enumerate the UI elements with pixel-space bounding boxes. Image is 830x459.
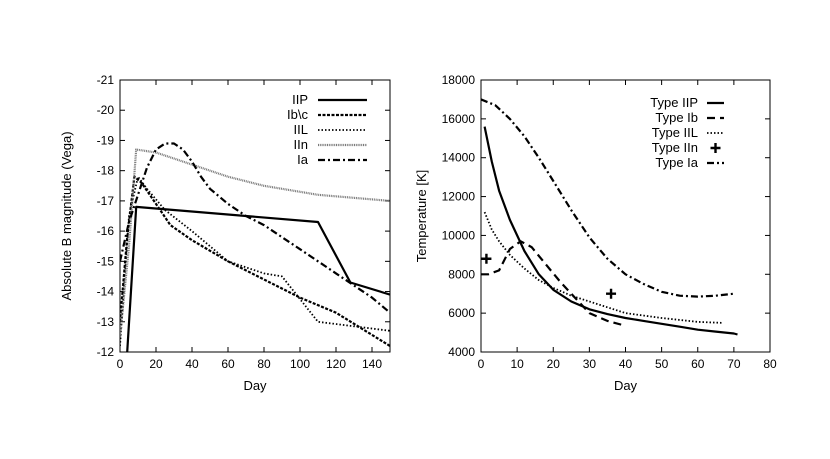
temp-point-type-iin bbox=[481, 253, 492, 264]
mag-y-tick-label: -19 bbox=[97, 133, 115, 147]
mag-line-iip bbox=[126, 205, 390, 352]
mag-x-tick-label: 140 bbox=[362, 357, 382, 371]
temp-y-tick-label: 8000 bbox=[448, 267, 475, 281]
mag-x-axis-label: Day bbox=[243, 378, 267, 393]
mag-x-tick-label: 80 bbox=[257, 357, 271, 371]
temp-legend-label-type-iil: Type IIL bbox=[652, 125, 698, 140]
mag-y-tick-label: -12 bbox=[97, 345, 115, 359]
magnitude-chart: 0 20 40 60 80 100 120 140 -12 -13 -14 -15 -16 -17 -18 -… bbox=[59, 73, 391, 393]
temp-y-tick-label: 6000 bbox=[448, 306, 475, 320]
temp-x-tick-label: 70 bbox=[727, 357, 741, 371]
mag-legend-label-ib-c: Ib\c bbox=[287, 107, 308, 122]
temp-y-axis-label: Temperature [K] bbox=[414, 170, 429, 263]
temp-y-tick-label: 16000 bbox=[442, 112, 476, 126]
mag-x-tick-label: 60 bbox=[221, 357, 235, 371]
mag-x-tick-label: 100 bbox=[290, 357, 310, 371]
temp-x-tick-label: 0 bbox=[478, 357, 485, 371]
mag-y-tick-label: -14 bbox=[97, 285, 115, 299]
temp-y-tick-label: 18000 bbox=[442, 73, 476, 87]
mag-y-tick-label: -15 bbox=[97, 254, 115, 268]
temp-x-tick-label: 20 bbox=[547, 357, 561, 371]
temp-legend-label-type-ia: Type Ia bbox=[655, 155, 698, 170]
temp-y-tick-label: 12000 bbox=[442, 190, 476, 204]
mag-legend-label-iil: IIL bbox=[294, 122, 308, 137]
mag-x-tick-label: 0 bbox=[117, 357, 124, 371]
mag-line-ib-c bbox=[120, 175, 390, 347]
mag-line-ia bbox=[120, 142, 390, 314]
temp-y-tick-label: 10000 bbox=[442, 228, 476, 242]
temp-x-tick-label: 30 bbox=[583, 357, 597, 371]
temp-line-type-iil bbox=[483, 211, 724, 324]
temp-point-type-iin bbox=[606, 288, 617, 299]
temperature-chart: 0 10 20 30 40 50 60 70 80 4000 6000 8000 10000 12000 1… bbox=[414, 73, 777, 393]
mag-y-tick-label: -16 bbox=[97, 224, 115, 238]
temp-line-type-ia bbox=[481, 98, 735, 298]
temp-legend-sample-type-iin bbox=[710, 143, 721, 153]
temp-plot-frame bbox=[480, 79, 771, 353]
temp-x-tick-label: 80 bbox=[763, 357, 777, 371]
mag-plot-frame bbox=[119, 79, 391, 353]
mag-y-tick-label: -20 bbox=[97, 103, 115, 117]
temp-x-tick-label: 50 bbox=[655, 357, 669, 371]
mag-legend-label-iin: IIn bbox=[294, 137, 308, 152]
mag-legend-label-ia: Ia bbox=[297, 152, 309, 167]
mag-x-tick-label: 120 bbox=[326, 357, 346, 371]
mag-x-tick-label: 20 bbox=[149, 357, 163, 371]
temp-y-tick-label: 4000 bbox=[448, 345, 475, 359]
mag-line-iin bbox=[120, 148, 390, 338]
temp-line-type-ib bbox=[481, 240, 626, 327]
mag-y-tick-label: -18 bbox=[97, 164, 115, 178]
temp-x-tick-label: 40 bbox=[619, 357, 633, 371]
temp-y-tick-label: 14000 bbox=[442, 151, 476, 165]
temp-x-tick-label: 10 bbox=[510, 357, 524, 371]
temp-legend-label-type-ib: Type Ib bbox=[655, 110, 698, 125]
temp-legend-label-type-iin: Type IIn bbox=[652, 140, 698, 155]
mag-y-tick-label: -17 bbox=[97, 194, 115, 208]
mag-y-tick-label: -21 bbox=[97, 73, 115, 87]
mag-legend-label-iip: IIP bbox=[292, 92, 308, 107]
mag-x-tick-label: 40 bbox=[185, 357, 199, 371]
temp-line-type-iip bbox=[483, 126, 738, 336]
temp-x-tick-label: 60 bbox=[691, 357, 705, 371]
temp-legend-label-type-iip: Type IIP bbox=[650, 95, 698, 110]
temp-x-axis-label: Day bbox=[614, 378, 638, 393]
mag-y-axis-label: Absolute B magnitude (Vega) bbox=[59, 131, 74, 300]
mag-y-tick-label: -13 bbox=[97, 315, 115, 329]
